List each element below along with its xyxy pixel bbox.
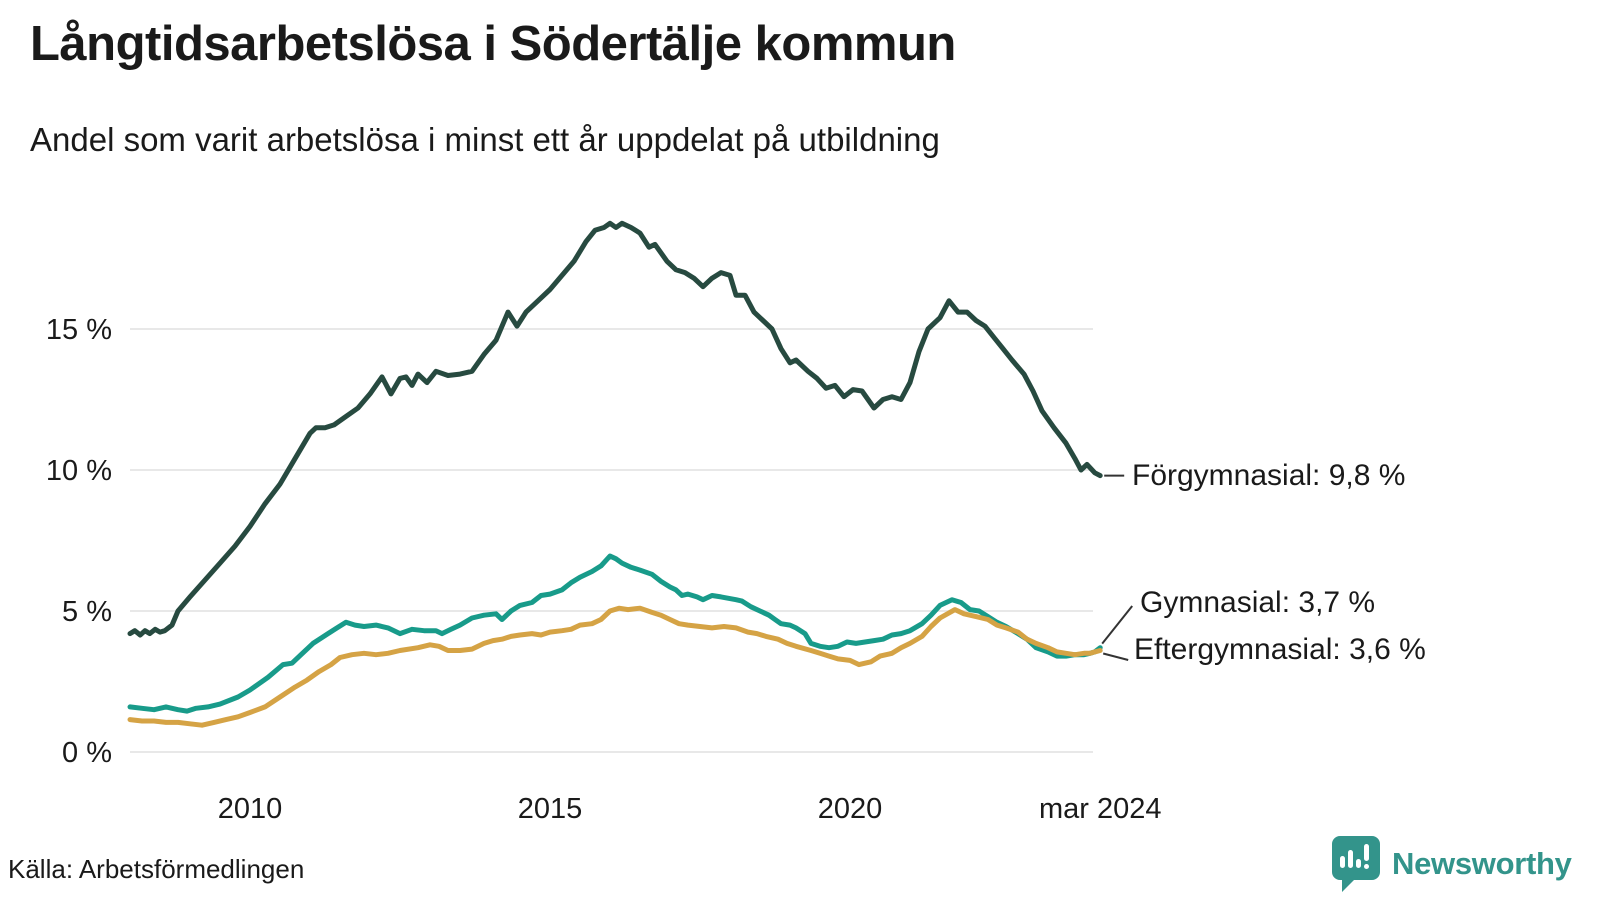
x-tick-label: 2015 xyxy=(518,793,583,825)
y-tick-label: 10 % xyxy=(46,455,112,487)
series-line-eftergymnasial xyxy=(127,605,1103,728)
x-tick-label: 2020 xyxy=(818,793,883,825)
newsworthy-logo-text: Newsworthy xyxy=(1392,846,1572,881)
series-line-forgymnasial xyxy=(127,220,1103,638)
series-line-gymnasial xyxy=(127,553,1103,714)
series-end-label-eftergymnasial: Eftergymnasial: 3,6 % xyxy=(1134,633,1426,666)
series-end-label-forgymnasial: Förgymnasial: 9,8 % xyxy=(1132,459,1406,492)
series-end-label-gymnasial: Gymnasial: 3,7 % xyxy=(1140,586,1376,619)
label-connector-gymnasial xyxy=(1101,605,1133,645)
y-tick-label: 5 % xyxy=(62,596,112,628)
source-note: Källa: Arbetsförmedlingen xyxy=(8,854,305,884)
x-tick-label: 2010 xyxy=(218,793,283,825)
newsworthy-logo-icon xyxy=(1332,836,1380,892)
y-tick-label: 0 % xyxy=(62,737,112,769)
label-connector-eftergymnasial xyxy=(1102,652,1129,661)
y-tick-label: 15 % xyxy=(46,314,112,346)
page-title: Långtidsarbetslösa i Södertälje kommun xyxy=(30,17,956,71)
page-subtitle: Andel som varit arbetslösa i minst ett å… xyxy=(30,121,940,158)
x-tick-label: mar 2024 xyxy=(1039,793,1162,825)
newsworthy-logo: Newsworthy xyxy=(1330,834,1572,894)
